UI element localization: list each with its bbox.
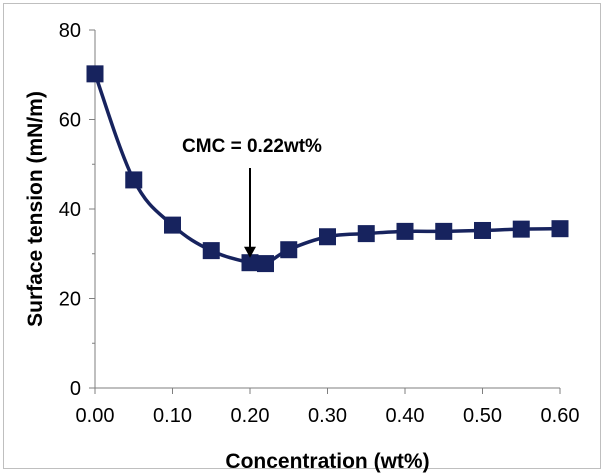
data-point-marker: [164, 216, 181, 234]
data-point-marker: [280, 241, 298, 259]
series-group: [86, 65, 569, 273]
cmc-annotation: CMC = 0.22wt%: [182, 136, 322, 258]
data-point-marker: [512, 220, 530, 238]
y-tick-label: 0: [70, 378, 81, 400]
data-point-marker: [551, 220, 569, 238]
data-point-marker: [396, 222, 414, 240]
x-tick-label: 0.30: [308, 405, 347, 427]
x-tick-label: 0.50: [463, 405, 502, 427]
x-tick-label: 0.10: [153, 405, 192, 427]
data-point-marker: [319, 228, 336, 246]
annotation-text: CMC = 0.22wt%: [182, 136, 322, 157]
y-tick-label: 80: [59, 20, 81, 42]
data-point-marker: [257, 255, 274, 273]
y-axis-title: Surface tension (mN/m): [24, 91, 47, 327]
x-tick-label: 0.20: [231, 405, 270, 427]
data-point-marker: [202, 242, 220, 260]
data-point-marker: [435, 222, 453, 240]
x-tick-label: 0.40: [386, 405, 425, 427]
data-point-marker: [357, 225, 375, 243]
data-point-marker: [86, 65, 104, 83]
axes: [94, 30, 560, 389]
data-point-marker: [125, 171, 143, 189]
x-tick-label: 0.60: [541, 405, 580, 427]
y-tick-label: 20: [59, 289, 81, 311]
y-tick-label: 40: [59, 199, 81, 221]
data-point-marker: [474, 221, 491, 239]
y-tick-label: 60: [59, 110, 81, 132]
annotation-arrow-head: [244, 246, 256, 258]
x-axis-title: Concentration (wt%): [225, 450, 429, 473]
ticks: 0 20 40 60 80 0.00 0.10 0.20 0.30 0.40 0.50 0.60: [59, 20, 580, 427]
x-tick-label: 0.00: [76, 405, 115, 427]
